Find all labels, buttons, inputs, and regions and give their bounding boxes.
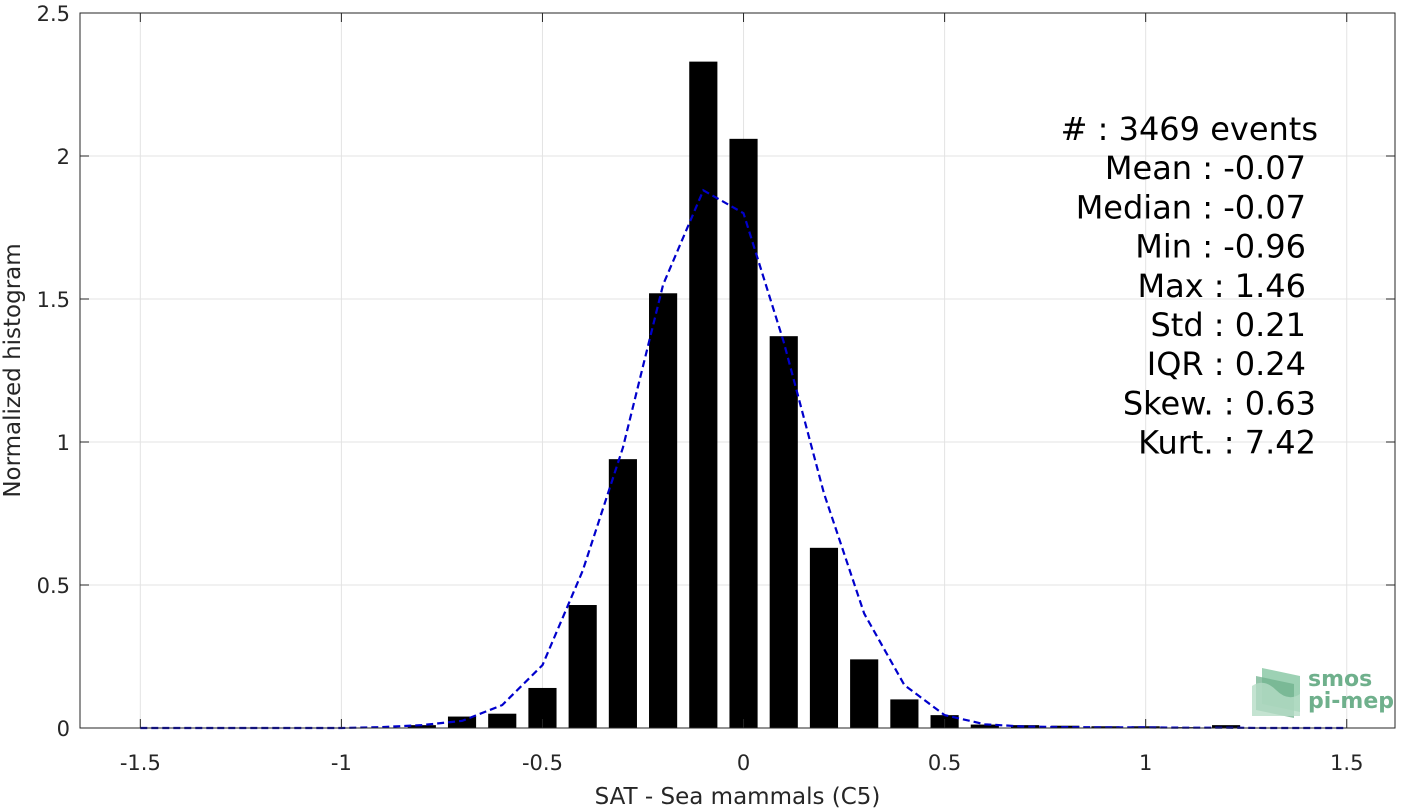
- bars: [407, 61, 1241, 729]
- stat-line: Skew. : 0.63: [1123, 384, 1316, 422]
- smos-pi-mep-logo: smos pi-mep: [1252, 667, 1394, 718]
- stat-line: Max : 1.46: [1137, 267, 1306, 305]
- x-tick-label: 1.5: [1330, 751, 1363, 775]
- histogram-bar: [568, 605, 597, 728]
- histogram-bar: [1212, 725, 1241, 728]
- x-tick-label: 0: [737, 751, 750, 775]
- histogram-bar: [850, 659, 879, 728]
- y-tick-label: 0.5: [37, 574, 70, 598]
- axis-ticks: [80, 12, 1395, 729]
- y-tick-label: 1: [57, 431, 70, 455]
- histogram-bar: [689, 61, 718, 729]
- y-axis-label: Normalized histogram: [0, 243, 26, 497]
- y-tick-label: 2.5: [37, 2, 70, 26]
- logo-icon: [1252, 668, 1300, 718]
- histogram-bar: [608, 459, 637, 728]
- histogram-bar: [890, 699, 919, 728]
- logo-line-2: pi-mep: [1308, 689, 1394, 714]
- x-tick-label: -1.5: [120, 751, 161, 775]
- histogram-bar: [1010, 725, 1040, 728]
- histogram-bar: [729, 138, 758, 729]
- x-axis-label: SAT - Sea mammals (C5): [595, 784, 881, 809]
- stat-line: IQR : 0.24: [1147, 345, 1306, 383]
- histogram-bar: [970, 724, 999, 728]
- histogram-bar: [447, 716, 477, 728]
- histogram-bar: [407, 725, 436, 728]
- tick-labels: -1.5 -1 -0.5 0 0.5 1 1.5 0 0.5 1 1.5 2 2.5: [37, 2, 1364, 775]
- x-tick-label: 1: [1139, 751, 1152, 775]
- y-tick-label: 0: [57, 717, 70, 741]
- stat-line: Min : -0.96: [1135, 228, 1306, 266]
- stat-line: Std : 0.21: [1150, 306, 1306, 344]
- stat-line: # : 3469 events: [1061, 110, 1318, 148]
- plot-frame: [79, 12, 1396, 729]
- histogram-bar: [488, 713, 517, 728]
- stat-line: Mean : -0.07: [1105, 149, 1306, 187]
- logo-line-1: smos: [1308, 667, 1372, 692]
- x-tick-label: -1: [331, 751, 352, 775]
- stat-line: Kurt. : 7.42: [1138, 424, 1316, 462]
- histogram-bar: [769, 336, 798, 728]
- histogram-bar: [809, 547, 839, 728]
- y-tick-label: 1.5: [37, 288, 70, 312]
- y-tick-label: 2: [57, 145, 70, 169]
- x-tick-label: -0.5: [522, 751, 563, 775]
- stat-line: Median : -0.07: [1076, 188, 1306, 226]
- histogram-bar: [649, 293, 678, 728]
- x-tick-label: 0.5: [928, 751, 961, 775]
